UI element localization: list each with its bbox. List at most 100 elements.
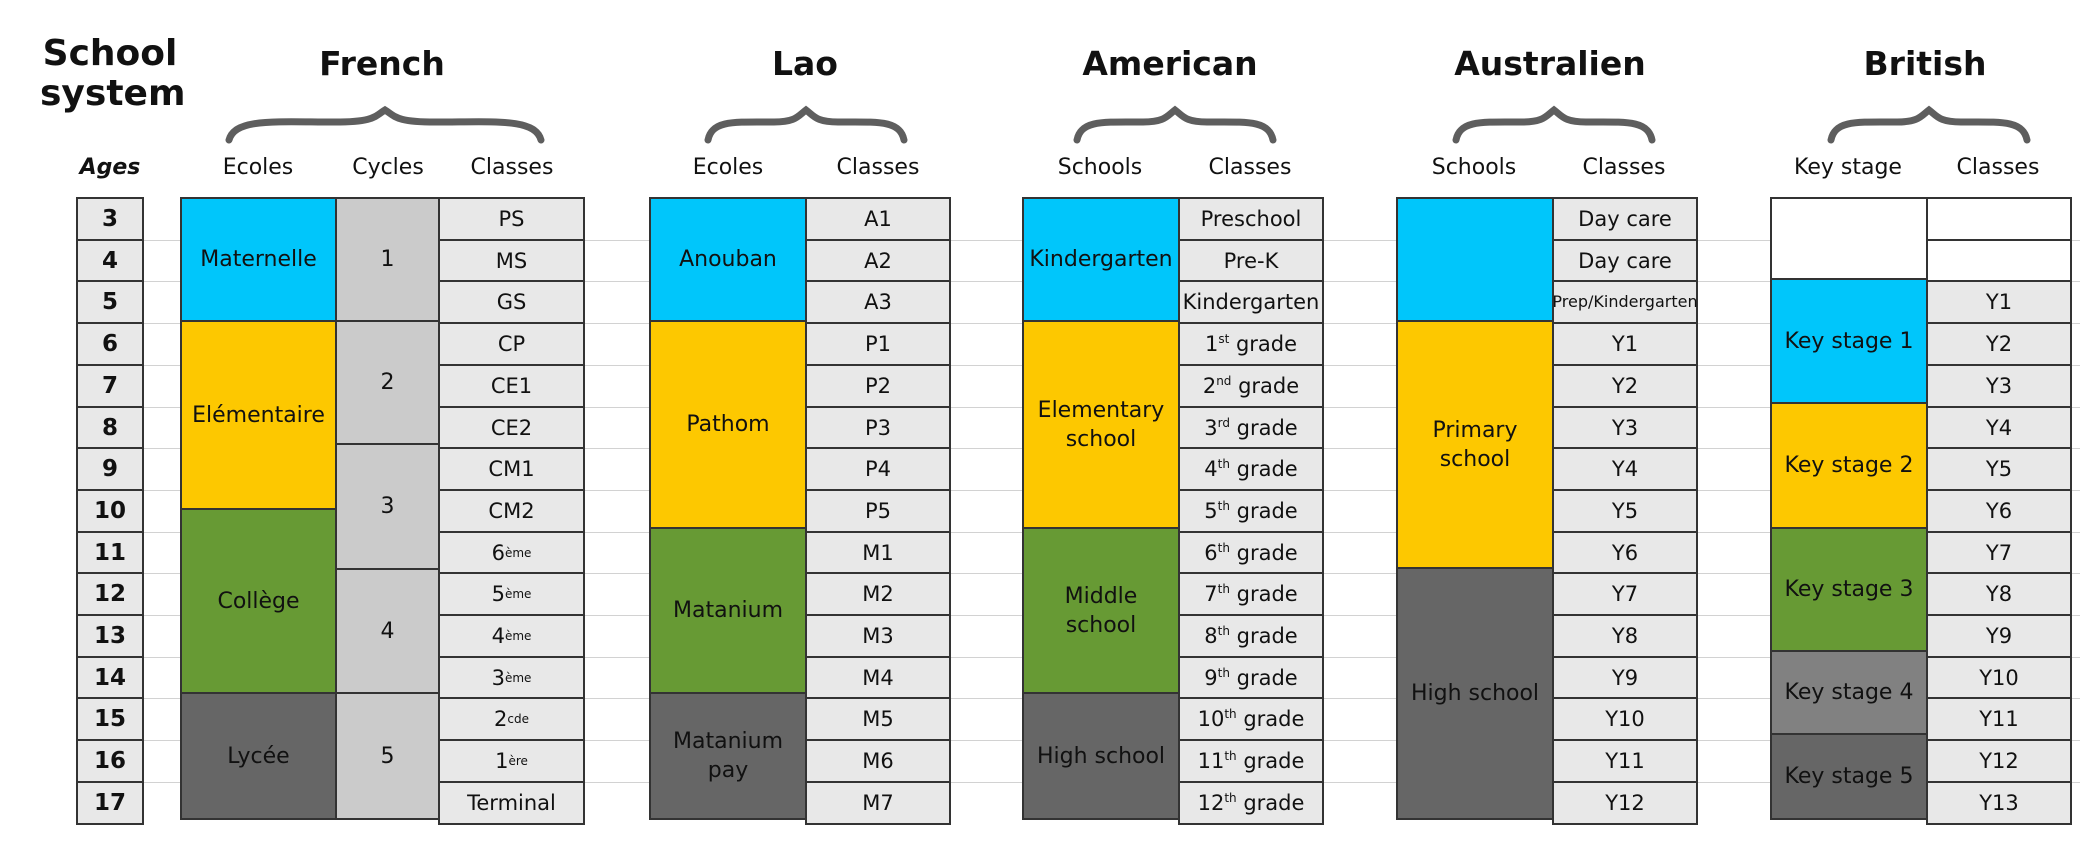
australian-class-cell: Y12: [1552, 781, 1698, 825]
french-class-label: CE1: [490, 374, 533, 398]
australian-class-cell: Y3: [1552, 406, 1698, 449]
british-class-cell: Y8: [1926, 572, 2072, 616]
australian-schools-header: Schools: [1431, 155, 1517, 180]
age-value: 4: [101, 247, 118, 274]
american-class-cell: 7th grade: [1178, 572, 1324, 616]
british-class-cell: Y12: [1926, 739, 2072, 783]
lao-class-label: A3: [864, 290, 892, 314]
australian-class-cell: Day care: [1552, 197, 1698, 241]
age-cell: 17: [76, 781, 144, 825]
age-cell: 6: [76, 322, 144, 366]
age-cell: 8: [76, 406, 144, 449]
american-class-ordinal: st: [1218, 332, 1230, 346]
australian-class-cell: Y7: [1552, 572, 1698, 616]
american-class-ordinal: th: [1217, 624, 1230, 638]
australian-class-label: Y2: [1611, 374, 1639, 398]
lao-class-label: M4: [862, 665, 894, 690]
french-brace-icon: [225, 105, 545, 144]
age-value: 14: [93, 664, 126, 691]
french-class-cell: CM2: [438, 489, 585, 533]
american-class-number: 8: [1204, 624, 1218, 648]
french-class-cell: 6 ème: [438, 531, 585, 574]
british-key-stage-1: Key stage 1: [1770, 278, 1928, 404]
lao-class-label: M5: [862, 707, 894, 731]
lao-classes-header: Classes: [836, 155, 920, 180]
american-class-suffix: grade: [1236, 749, 1305, 773]
british-class-label: Y6: [1985, 499, 2013, 523]
british-keystage-header: Key stage: [1794, 155, 1902, 180]
lao-class-cell: P5: [805, 489, 951, 533]
american-class-cell: 1st grade: [1178, 322, 1324, 366]
american-class-suffix: grade: [1229, 582, 1298, 606]
ages-column-label: Ages: [79, 155, 141, 180]
school-system-heading-line2: system: [40, 73, 186, 114]
french-class-cell: 1 ère: [438, 739, 585, 783]
lao-class-cell: A3: [805, 280, 951, 324]
american-class-text: 2nd grade: [1203, 373, 1299, 399]
french-class-cell: CE2: [438, 406, 585, 449]
french-class-cell: 2 cde: [438, 697, 585, 741]
american-class-text: 8th grade: [1204, 623, 1297, 649]
american-class-cell: Kindergarten: [1178, 280, 1324, 324]
australian-brace-icon: [1452, 105, 1656, 144]
age-cell: 4: [76, 239, 144, 282]
age-value: 13: [93, 623, 126, 649]
french-ecoles-header: Ecoles: [222, 155, 294, 180]
american-class-text: 1st grade: [1205, 331, 1297, 357]
french-class-label: 4: [491, 624, 505, 648]
american-class-suffix: grade: [1229, 415, 1298, 440]
age-value: 17: [93, 790, 126, 816]
age-value: 12: [93, 581, 126, 607]
lao-class-cell: M4: [805, 656, 951, 699]
american-class-suffix: grade: [1229, 540, 1298, 565]
american-class-number: Kindergarten: [1182, 290, 1320, 314]
age-value: 5: [101, 289, 118, 315]
french-ecole-college: Collège: [180, 508, 337, 694]
british-class-cell: Y3: [1926, 364, 2072, 408]
american-school-elementary: Elementary school: [1022, 320, 1180, 529]
american-class-text: Kindergarten: [1183, 289, 1320, 315]
australian-class-cell: Day care: [1552, 239, 1698, 282]
american-class-cell: 3rd grade: [1178, 406, 1324, 449]
french-class-label: CM1: [488, 457, 535, 481]
american-title: American: [1082, 44, 1258, 83]
australian-school-early: [1396, 197, 1554, 322]
lao-class-label: P4: [864, 457, 892, 481]
french-class-label: CM2: [488, 499, 535, 523]
lao-class-cell: P4: [805, 447, 951, 491]
american-class-cell: Preschool: [1178, 197, 1324, 241]
australian-class-label: Day care: [1578, 207, 1672, 231]
french-class-cell: 3 ème: [438, 656, 585, 699]
french-class-label: PS: [498, 207, 525, 231]
british-class-label: Y2: [1985, 332, 2013, 356]
american-class-text: 6th grade: [1204, 540, 1297, 566]
american-school-high: High school: [1022, 692, 1180, 820]
australian-school-high: High school: [1396, 567, 1554, 820]
american-class-number: 5: [1204, 499, 1218, 523]
american-class-cell: 6th grade: [1178, 531, 1324, 574]
lao-class-label: P1: [864, 332, 892, 356]
age-cell: 7: [76, 364, 144, 408]
age-cell: 16: [76, 739, 144, 783]
lao-ecoles-header: Ecoles: [692, 155, 764, 180]
british-key-stage-5: Key stage 5: [1770, 733, 1928, 820]
australian-class-cell: Y5: [1552, 489, 1698, 533]
lao-brace-icon: [704, 105, 908, 144]
australian-class-label: Y4: [1611, 457, 1639, 481]
american-class-ordinal: th: [1217, 499, 1230, 513]
british-class-cell: [1926, 239, 2072, 282]
lao-class-cell: M5: [805, 697, 951, 741]
american-class-number: 11: [1197, 749, 1225, 773]
lao-class-cell: M1: [805, 531, 951, 574]
lao-class-cell: P2: [805, 364, 951, 408]
british-class-cell: Y11: [1926, 697, 2072, 741]
australian-class-label: Y5: [1611, 499, 1639, 523]
lao-class-label: M1: [862, 540, 894, 565]
age-value: 6: [101, 331, 118, 357]
french-class-cell: PS: [438, 197, 585, 241]
american-class-number: 9: [1204, 665, 1218, 690]
american-class-cell: 12th grade: [1178, 781, 1324, 825]
british-class-cell: Y13: [1926, 781, 2072, 825]
age-value: 8: [101, 414, 118, 441]
lao-ecole-matanium-pay: Matanium pay: [649, 692, 807, 820]
